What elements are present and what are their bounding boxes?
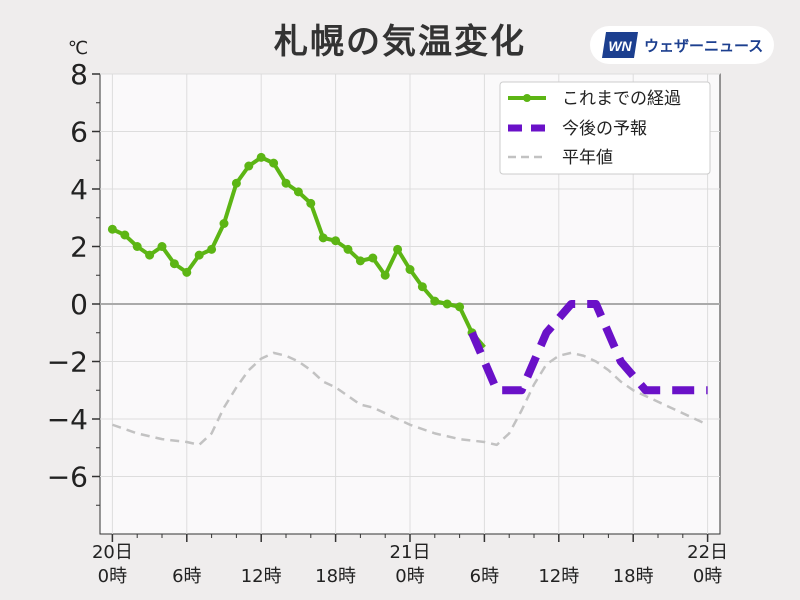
data-point-observed xyxy=(393,244,403,254)
x-tick-hour-label: 0時 xyxy=(693,566,722,587)
y-tick-label: −4 xyxy=(47,403,88,436)
data-point-observed xyxy=(306,198,316,208)
data-point-observed xyxy=(107,224,117,234)
data-point-observed xyxy=(132,242,142,251)
svg-text:WN: WN xyxy=(608,38,632,54)
unit-label: ℃ xyxy=(68,38,88,59)
legend-label-normal: 平年値 xyxy=(562,148,613,168)
data-point-observed xyxy=(442,299,452,309)
x-tick-hour-label: 12時 xyxy=(241,566,282,587)
series-line-forecast xyxy=(468,300,708,395)
y-tick-labels: 8 6 4 2 0 −2 −4 −6 xyxy=(47,58,88,494)
x-tick-day-label: 20日 xyxy=(92,542,133,563)
legend-label-observed: これまでの経過 xyxy=(562,89,681,109)
axis-ticks xyxy=(92,73,709,542)
legend-marker-observed xyxy=(523,94,531,102)
data-point-observed xyxy=(207,244,217,254)
legend: これまでの経過 今後の予報 平年値 xyxy=(499,81,711,175)
data-point-observed xyxy=(169,259,179,269)
data-point-observed xyxy=(455,302,465,312)
data-point-observed xyxy=(269,158,279,168)
x-tick-hour-label: 0時 xyxy=(395,566,424,587)
x-tick-hour-label: 18時 xyxy=(315,566,356,587)
data-point-observed xyxy=(368,253,378,263)
x-tick-day-label: 21日 xyxy=(390,542,431,563)
chart-title: 札幌の気温変化 xyxy=(274,22,526,62)
data-point-observed xyxy=(256,152,266,162)
weathernews-badge: WN ウェザーニュース xyxy=(590,26,774,64)
y-tick-label: 4 xyxy=(70,173,88,206)
data-point-observed xyxy=(182,267,192,277)
x-tick-day-label: 22日 xyxy=(687,542,728,563)
series-layer xyxy=(107,152,709,447)
data-point-observed xyxy=(380,270,390,280)
legend-box xyxy=(499,81,711,175)
data-point-observed xyxy=(145,250,155,260)
data-point-observed xyxy=(157,242,167,251)
x-tick-labels: 20日 0時 6時 12時 18時 21日 0時 6時 12時 18時 22日 0時 xyxy=(92,542,728,587)
data-point-observed xyxy=(194,250,204,260)
data-point-observed xyxy=(244,161,254,171)
y-tick-label: 0 xyxy=(70,288,88,321)
data-point-observed xyxy=(405,265,415,274)
data-point-observed xyxy=(355,256,365,266)
y-tick-label: −2 xyxy=(47,346,88,379)
data-point-observed xyxy=(219,219,229,228)
data-point-observed xyxy=(231,178,241,188)
x-tick-hour-label: 0時 xyxy=(98,566,127,587)
x-tick-hour-label: 12時 xyxy=(538,566,579,587)
data-point-observed xyxy=(331,236,341,246)
x-tick-hour-label: 6時 xyxy=(470,566,499,587)
data-point-observed xyxy=(417,282,427,292)
data-point-observed xyxy=(281,178,291,188)
y-tick-label: 8 xyxy=(70,58,88,91)
legend-label-forecast: 今後の予報 xyxy=(562,119,647,139)
x-tick-hour-label: 18時 xyxy=(613,566,654,587)
data-point-observed xyxy=(430,296,440,306)
y-tick-label: −6 xyxy=(47,461,88,494)
series-line-normal xyxy=(111,351,709,447)
y-tick-label: 6 xyxy=(70,116,88,149)
x-tick-hour-label: 6時 xyxy=(172,566,201,587)
data-point-observed xyxy=(293,187,303,197)
y-tick-label: 2 xyxy=(70,231,88,264)
weathernews-logo-icon: WN xyxy=(602,32,638,58)
data-point-observed xyxy=(343,244,353,254)
data-point-observed xyxy=(120,230,130,240)
data-point-observed xyxy=(318,233,328,243)
brand-name: ウェザーニュース xyxy=(644,36,764,55)
